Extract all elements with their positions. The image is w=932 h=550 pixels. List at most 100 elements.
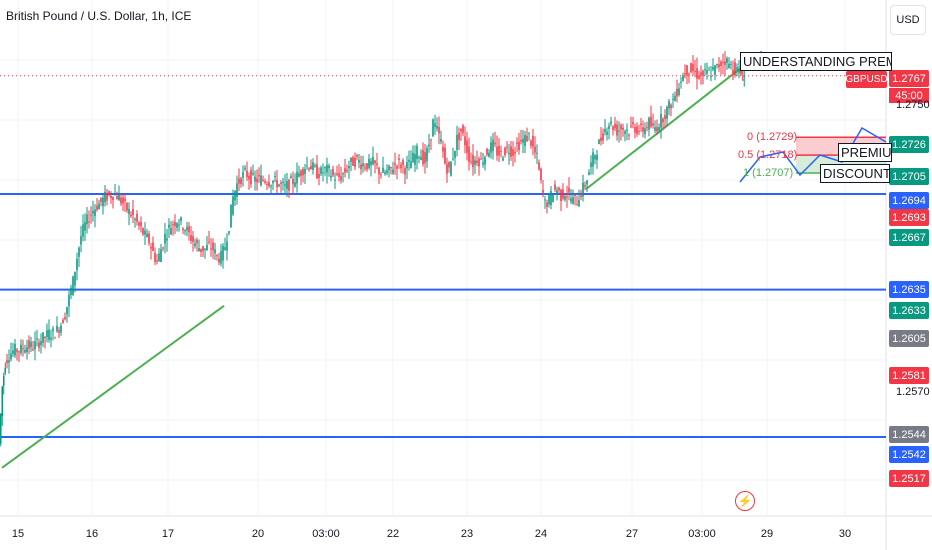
candle-body [476,160,478,164]
candle-body [104,191,106,203]
price-tag: 1.2605 [889,330,929,347]
candle-body [634,127,636,133]
candle-body [154,252,156,262]
candle-body [226,241,228,251]
candle-body [438,126,440,134]
candle-body [644,128,646,135]
candle-body [254,176,256,182]
candle-body [474,160,476,165]
candle-body [674,95,676,102]
candle-body [432,119,434,137]
candle-body [548,195,550,205]
candle-body [48,329,50,340]
projection-path [739,126,887,183]
candle-body [518,141,520,151]
candle-body [326,164,328,173]
candle-body [668,101,670,109]
candle-body [426,148,428,162]
candle-body [494,142,496,145]
candle-body [262,179,264,181]
candle-body [416,145,418,160]
candle-body [74,271,76,286]
candle-body [18,351,20,353]
candle-body [288,179,290,191]
candle-body [602,133,604,141]
candle-body [280,182,282,184]
candle-body [152,242,154,251]
candle-body [256,178,258,183]
candle-body [672,98,674,100]
candle-body [108,191,110,195]
candle-body [406,162,408,169]
lightning-icon[interactable]: ⚡ [735,491,755,511]
candle-body [488,152,490,157]
candle-body [92,210,94,214]
candle-body [198,248,200,251]
candle-body [84,222,86,231]
candle-body [690,63,692,73]
candle-body [80,236,82,245]
zone-label[interactable]: UNDERSTANDING PREMIUM [740,52,892,71]
candle-body [26,347,28,353]
candle-body [710,75,712,77]
zone-label[interactable]: PREMIUM [838,143,892,162]
candle-body [10,353,12,360]
candle-body [126,203,128,211]
candle-body [530,140,532,146]
candle-body [348,166,350,169]
candle-body [684,73,686,75]
candle-body [664,115,666,120]
candle-body [112,197,114,201]
candle-body [504,147,506,156]
candle-body [106,192,108,201]
zone-label[interactable]: DISCOUNT [820,164,890,183]
candle-body [244,167,246,170]
candle-body [88,221,90,223]
candle-body [60,325,62,333]
candle-body [398,158,400,160]
candle-body [404,168,406,175]
candle-body [622,127,624,130]
candle-body [680,81,682,83]
candle-body [660,114,662,128]
candle-body [182,228,184,231]
candle-body [550,190,552,205]
candle-body [268,182,270,187]
currency-button[interactable]: USD [890,5,926,35]
candle-body [462,125,464,134]
candle-body [376,163,378,166]
time-axis-tick: 24 [534,528,548,540]
candle-body [564,196,566,200]
candle-body [552,194,554,203]
candle-body [466,140,468,153]
candle-body [82,224,84,237]
candle-body [316,164,318,179]
candle-body [700,72,702,75]
candle-body [158,253,160,261]
candle-body [32,349,34,351]
candle-body [534,146,536,153]
candle-body [166,238,168,241]
candle-body [190,234,192,241]
candle-body [516,142,518,144]
candle-body [386,170,388,174]
candle-body [184,230,186,232]
candle-body [270,185,272,187]
candle-body [176,223,178,228]
candle-body [292,178,294,184]
candle-body [130,214,132,217]
candle-body [484,157,486,165]
candle-body [630,125,632,127]
candle-body [90,214,92,216]
candle-body [282,181,284,184]
candle-body [138,222,140,226]
candle-body [28,340,30,349]
candle-body [180,217,182,222]
candle-body [384,172,386,175]
candle-body [592,152,594,167]
candle-body [314,165,316,167]
candle-body [350,157,352,162]
candle-body [242,172,244,178]
candle-body [160,249,162,263]
